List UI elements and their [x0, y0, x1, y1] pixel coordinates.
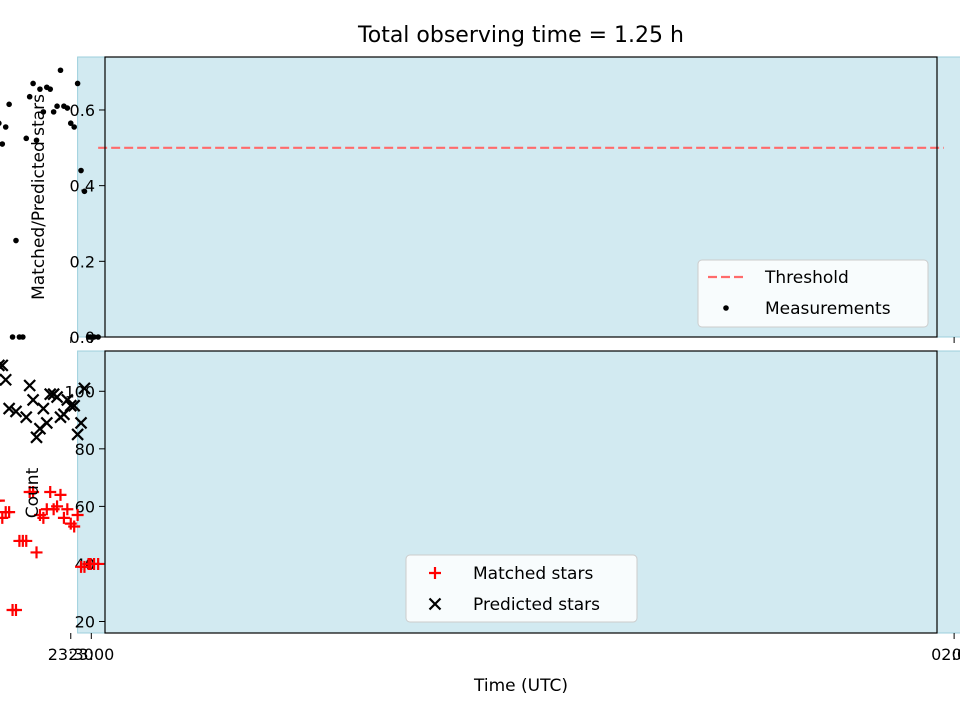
measurement-point	[54, 103, 60, 109]
measurement-point	[23, 135, 30, 142]
bottom-plot: 2040608010023:0023:3000:0000:3001:0001:3…	[0, 350, 960, 664]
measurement-point	[37, 86, 43, 92]
predicted-star-point	[9, 405, 23, 418]
predicted-star-point	[19, 410, 33, 424]
matched-star-point	[61, 503, 74, 516]
predicted-star-point	[26, 393, 40, 407]
predicted-star-point	[0, 359, 6, 372]
measurement-point	[71, 124, 77, 130]
measurement-point	[9, 334, 16, 340]
measurement-point	[30, 80, 36, 87]
ytick-label: 0.6	[70, 101, 95, 120]
xtick-label: 01:30	[952, 645, 960, 664]
legend-matched-label: Matched stars	[473, 564, 593, 584]
matched-star-point	[75, 560, 88, 573]
matched-star-point	[64, 517, 77, 530]
matched-star-point	[30, 546, 43, 559]
matched-star-point	[40, 503, 53, 516]
top-plot: 0.0 0.2 0.4 0.6 Threshold Measurements	[0, 56, 960, 347]
xtick-label: 23:00	[68, 645, 114, 664]
axes-frame	[104, 350, 938, 634]
ytick-label: 20	[75, 612, 95, 631]
legend-box	[405, 554, 638, 623]
legend-measurements-swatch	[723, 305, 729, 311]
measurement-point	[61, 103, 67, 109]
ytick-label: 0.0	[70, 328, 95, 347]
matched-star-point	[23, 486, 36, 498]
predicted-star-point	[71, 428, 84, 441]
legend-matched-swatch	[429, 567, 441, 579]
predicted-star-point	[33, 422, 47, 435]
measurement-point	[95, 334, 101, 340]
predicted-star-point	[64, 399, 78, 412]
measurement-point	[33, 137, 40, 144]
bottom-xlabel: Time (UTC)	[473, 676, 568, 696]
measurement-point	[67, 120, 74, 127]
predicted-star-point	[0, 373, 12, 387]
measurement-point	[26, 93, 33, 100]
matched-star-point	[54, 488, 67, 501]
axes-frame	[104, 56, 938, 338]
legend-predicted-label: Predicted stars	[473, 595, 600, 615]
measurement-point	[0, 141, 6, 147]
legend-measurements-label: Measurements	[765, 299, 891, 319]
matched-star-point	[71, 509, 84, 522]
predicted-star-point	[78, 382, 91, 395]
matched-star-point	[44, 486, 57, 498]
measurement-point	[0, 120, 2, 126]
predicted-star-point	[0, 373, 2, 387]
measurement-point	[81, 188, 88, 195]
bottom-ylabel: Count	[23, 467, 43, 518]
matched-star-point	[0, 499, 2, 502]
measurement-point	[50, 109, 57, 115]
measurement-point	[16, 334, 23, 340]
ytick-label: 0.4	[70, 177, 95, 196]
measurement-point	[13, 237, 19, 244]
measurement-point	[43, 84, 50, 91]
predicted-star-point	[54, 410, 67, 424]
ytick-label: 0.2	[70, 252, 95, 271]
ytick-label: 60	[75, 497, 95, 516]
matched-star-point	[0, 511, 9, 524]
top-ylabel: Matched/Predicted stars	[29, 94, 49, 300]
measurement-point	[6, 101, 12, 108]
predicted-star-point	[37, 402, 50, 415]
measurement-point	[85, 334, 92, 340]
matched-star-point	[0, 499, 5, 502]
ytick-label: 80	[75, 440, 95, 459]
matched-star-point	[57, 511, 70, 524]
legend-threshold-label: Threshold	[764, 268, 849, 288]
predicted-star-point	[30, 431, 43, 444]
legend-predicted-swatch	[428, 597, 442, 611]
measurement-point	[74, 80, 81, 87]
measurement-point	[40, 109, 47, 115]
predicted-star-point	[47, 387, 60, 401]
predicted-star-point	[23, 379, 36, 392]
matched-star-point	[33, 509, 46, 522]
predicted-star-point	[43, 387, 57, 401]
matched-star-point	[13, 534, 26, 547]
predicted-star-point	[0, 359, 9, 372]
measurement-point	[78, 167, 84, 174]
legend-box	[697, 259, 929, 328]
xtick-label: 02:00	[931, 645, 960, 664]
predicted-star-point	[61, 393, 74, 407]
predicted-star-point	[2, 402, 16, 415]
chart-title: Total observing time = 1.25 h	[357, 23, 684, 48]
measurement-point	[2, 124, 9, 130]
matched-star-point	[6, 603, 19, 616]
measurement-point	[57, 67, 64, 74]
xtick-label: 23:30	[48, 645, 94, 664]
predicted-star-point	[74, 416, 88, 430]
